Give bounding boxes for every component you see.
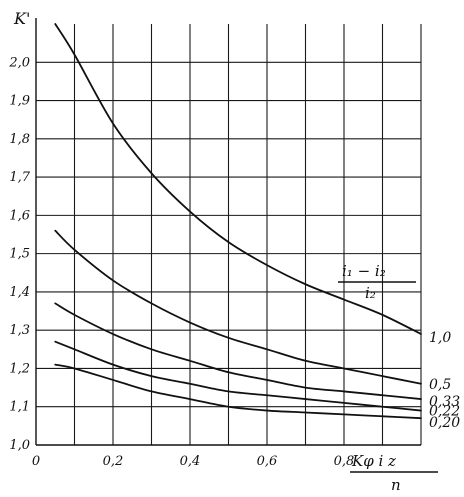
y-tick-label: 1,8 [9,132,30,147]
x-tick-label: 0,2 [103,454,124,469]
series-line [54,229,422,385]
grid-layer [35,18,422,446]
series-labels: 1,0 0,50,330,220,20 [429,330,460,431]
series-label: 0,22 [429,404,460,420]
series-label: 0,20 [429,415,460,431]
y-tick-label: 2,0 [8,55,30,70]
series-label: 0,33 [429,394,460,410]
y-axis-label: K' [13,9,30,28]
x-tick-label: 0,4 [180,454,201,469]
legend-title-numerator: i₁ − i₂ [342,262,386,280]
series-line [54,302,422,400]
tick-labels: 0 0,2 0,4 0,6 0,8 1,0 1,1 1,2 1,3 1,4 1,5 1,6 1,7 1,8… [8,55,354,469]
x-axis-label-denominator: n [391,476,401,494]
x-tick-label: 0,8 [334,454,355,469]
series-line [54,340,422,412]
y-tick-label: 1,9 [9,94,30,109]
y-tick-label: 1,2 [9,361,30,376]
y-tick-label: 1,7 [9,170,30,185]
y-tick-label: 1,0 [9,438,30,453]
y-tick-label: 1,5 [9,247,30,262]
series-line [54,363,422,420]
x-axis-label-numerator: Kφ i z [351,452,396,470]
series-label: 1,0 [429,330,451,346]
curves [54,23,422,420]
y-tick-label: 1,3 [9,323,30,338]
legend-title-denominator: i₂ [365,284,376,302]
series-line [54,23,422,335]
series-label: 0,5 [429,377,451,393]
y-tick-label: 1,1 [9,400,30,415]
y-tick-label: 1,4 [9,285,30,300]
y-tick-label: 1,6 [9,208,30,223]
x-tick-label: 0,6 [257,454,278,469]
x-tick-label: 0 [32,454,40,469]
